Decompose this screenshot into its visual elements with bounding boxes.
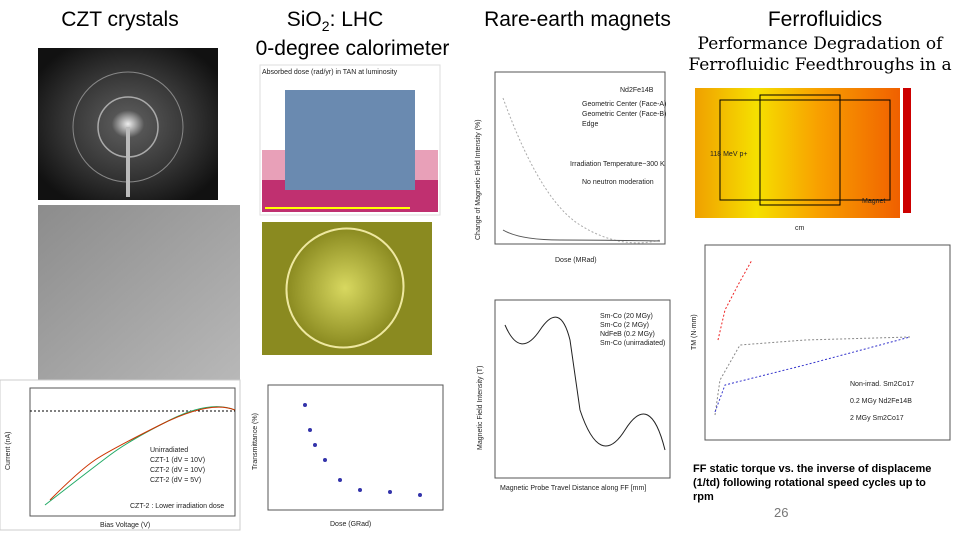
plot-frame — [704, 244, 951, 441]
heading: Rare-earth magnets — [484, 8, 671, 31]
caption-line: FF static torque vs. the inverse of disp… — [693, 463, 932, 475]
magnet-probe-chart — [470, 295, 680, 495]
label: Nd2Fe14B — [620, 87, 654, 94]
curve — [717, 259, 753, 341]
axis-label: Transmittance (%) — [252, 413, 259, 470]
legend-entry: Sm-Co (unirradiated) — [600, 340, 665, 347]
scatter-decoration — [303, 403, 422, 497]
plot-frame — [494, 71, 666, 245]
heading-sub: 2 — [321, 18, 330, 35]
page-number: 26 — [774, 505, 789, 520]
curve — [502, 97, 661, 244]
legend-entry: 0.2 MGy Nd2Fe14B — [850, 398, 912, 405]
micrograph — [38, 205, 240, 380]
legend-entry: Sm-Co (2 MGy) — [600, 322, 649, 329]
label: 118 MeV p+ — [710, 151, 747, 158]
legend-entry: CZT-1 (dV = 10V) — [150, 457, 205, 464]
note: CZT-2 : Lower irradiation dose — [130, 503, 224, 510]
heading: 0-degree calorimeter — [255, 37, 450, 60]
caption-line: rpm — [693, 491, 714, 503]
axis-label: Magnetic Field Intensity (T) — [477, 366, 484, 450]
axis-label: cm — [795, 225, 805, 232]
colorbar — [903, 88, 911, 213]
image-title: Absorbed dose (rad/yr) in TAN at luminos… — [262, 69, 398, 76]
beam-stop — [126, 127, 130, 197]
axis-label: Magnetic Probe Travel Distance along FF … — [500, 485, 646, 492]
flux-map — [695, 88, 900, 218]
curve — [502, 229, 661, 242]
subheading: Performance Degradation of — [697, 34, 943, 54]
magnet-dose-chart — [470, 65, 680, 265]
legend-entry: Geometric Center (Face-B) — [582, 111, 666, 118]
legend-entry: 2 MGy Sm2Co17 — [850, 415, 904, 422]
plot-frame — [267, 384, 444, 511]
caption: FF static torque vs. the inverse of disp… — [693, 462, 960, 504]
legend-entry: NdFeB (0.2 MGy) — [600, 331, 655, 338]
plot-frame — [29, 387, 236, 517]
axis-label: Dose (MRad) — [555, 257, 597, 264]
curve — [44, 406, 236, 506]
axis-label: TM (N·mm) — [691, 314, 698, 350]
caption-line: (1/td) following rotational speed cycles… — [693, 477, 926, 489]
axis-label: Change of Magnetic Field Intensity (%) — [475, 119, 482, 240]
calorimeter — [285, 90, 415, 190]
legend-entry: CZT-2 (dV = 5V) — [150, 477, 201, 484]
legend-entry: Sm-Co (20 MGy) — [600, 313, 653, 320]
curve — [49, 406, 236, 501]
plot-frame — [494, 299, 671, 479]
curve — [504, 316, 666, 451]
legend-entry: Non-irrad. Sm2Co17 — [850, 381, 914, 388]
legend-entry: Geometric Center (Face-A) — [582, 101, 666, 108]
axis-label: Bias Voltage (V) — [100, 522, 150, 529]
subheading: Ferrofluidic Feedthroughs in a — [688, 55, 952, 75]
geometry — [719, 99, 891, 201]
legend-entry: CZT-2 (dV = 10V) — [150, 467, 205, 474]
heading: SiO2: LHC — [270, 8, 400, 34]
note: Irradiation Temperature~300 K — [570, 161, 665, 168]
label: Magnet — [862, 198, 885, 205]
axis-label: Current (nA) — [5, 431, 12, 470]
legend-entry: Edge — [582, 121, 598, 128]
legend-entry: Unirradiated — [150, 447, 188, 454]
geometry — [759, 94, 841, 206]
axis-label: Dose (GRad) — [330, 521, 371, 528]
heading: Ferrofluidics — [767, 8, 883, 31]
transmittance-chart — [245, 378, 450, 530]
sample — [285, 227, 405, 349]
iv-chart — [0, 379, 241, 531]
heading: CZT crystals — [61, 8, 179, 31]
heading-part: : LHC — [329, 8, 384, 31]
curve — [714, 336, 911, 413]
note: No neutron moderation — [582, 179, 654, 186]
heading-part: SiO — [286, 8, 322, 31]
